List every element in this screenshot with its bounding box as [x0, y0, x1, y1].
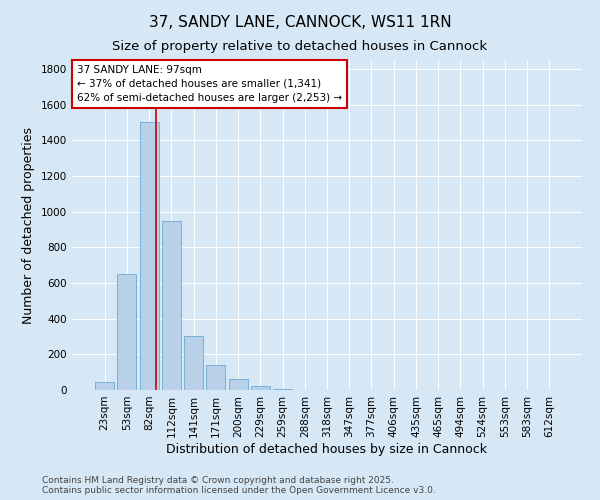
Bar: [273, 388, 292, 390]
Bar: [184, 336, 203, 390]
X-axis label: Distribution of detached houses by size in Cannock: Distribution of detached houses by size …: [167, 442, 487, 456]
Bar: [95, 382, 114, 390]
Bar: [251, 386, 270, 390]
Bar: [140, 122, 158, 390]
Bar: [118, 274, 136, 390]
Text: Size of property relative to detached houses in Cannock: Size of property relative to detached ho…: [112, 40, 488, 53]
Text: Contains HM Land Registry data © Crown copyright and database right 2025.
Contai: Contains HM Land Registry data © Crown c…: [42, 476, 436, 495]
Y-axis label: Number of detached properties: Number of detached properties: [22, 126, 35, 324]
Bar: [206, 365, 225, 390]
Bar: [229, 380, 248, 390]
Bar: [162, 220, 181, 390]
Text: 37 SANDY LANE: 97sqm
← 37% of detached houses are smaller (1,341)
62% of semi-de: 37 SANDY LANE: 97sqm ← 37% of detached h…: [77, 65, 342, 103]
Text: 37, SANDY LANE, CANNOCK, WS11 1RN: 37, SANDY LANE, CANNOCK, WS11 1RN: [149, 15, 451, 30]
